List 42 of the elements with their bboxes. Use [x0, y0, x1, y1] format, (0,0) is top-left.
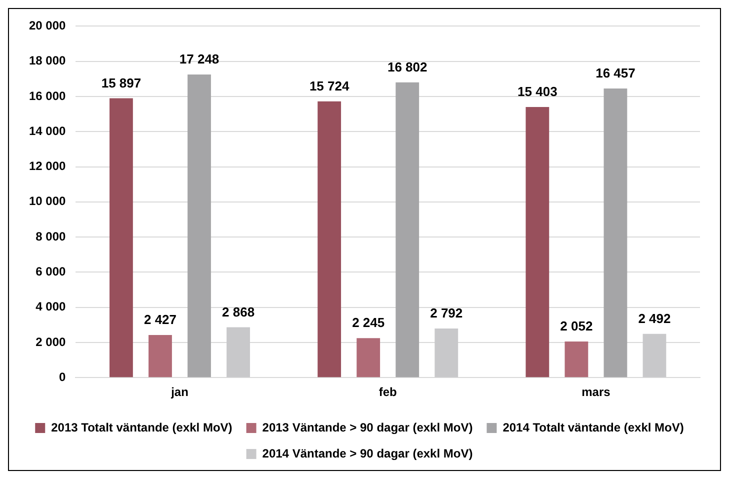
y-tick-label: 14 000	[29, 124, 66, 138]
text: 16 457	[596, 66, 636, 81]
text: 2 427	[144, 312, 177, 328]
text: 17 248	[179, 52, 220, 67]
bar	[318, 101, 342, 378]
y-tick-label: 4 000	[36, 300, 66, 314]
text: 2 052	[560, 318, 593, 334]
text: 2 492	[638, 310, 671, 326]
text: 15 403	[518, 84, 558, 100]
bar	[642, 334, 666, 378]
y-tick-label: 18 000	[29, 54, 66, 68]
text: 15 724	[309, 78, 350, 94]
x-tick-label: mars	[582, 385, 611, 400]
bar	[148, 334, 172, 378]
text: 2 792	[430, 306, 463, 321]
x-tick-label: jan	[170, 385, 188, 400]
y-tick-label: 8 000	[36, 229, 66, 244]
y-tick-label: 10 000	[29, 194, 66, 208]
bar	[226, 327, 250, 378]
bar	[188, 74, 211, 378]
x-tick-label: feb	[378, 385, 397, 400]
legend-label: 2013 Totalt väntande (exkl MoV)	[51, 420, 232, 434]
bar	[604, 88, 628, 378]
y-tick-label: 20 000	[29, 18, 66, 33]
bar	[564, 342, 588, 378]
text: 15 897	[101, 75, 142, 90]
bar	[396, 82, 420, 378]
text: 16 802	[387, 59, 428, 74]
bar	[434, 328, 458, 378]
bar	[110, 98, 133, 378]
bar	[356, 338, 380, 378]
legend-label: 2014 Totalt väntande (exkl MoV)	[502, 420, 684, 434]
bar	[526, 106, 550, 378]
text: 2 868	[222, 304, 255, 320]
y-tick-label: 2 000	[36, 334, 66, 349]
text: 2 245	[352, 315, 385, 330]
y-tick-label: 6 000	[36, 264, 66, 278]
legend-label: 2014 Väntande > 90 dagar (exkl MoV)	[262, 446, 473, 460]
y-tick-label: 0	[59, 370, 66, 384]
y-tick-label: 12 000	[29, 159, 66, 174]
legend-label: 2013 Väntande > 90 dagar (exkl MoV)	[262, 420, 473, 434]
y-tick-label: 16 000	[29, 88, 66, 103]
